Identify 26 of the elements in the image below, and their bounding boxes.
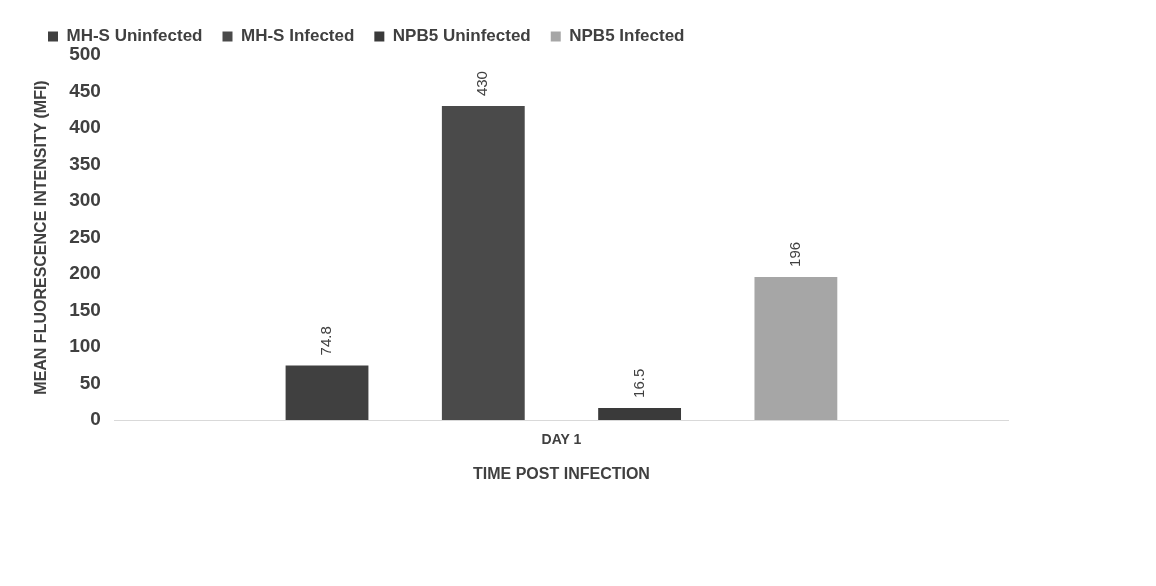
legend-label: NPB5 Infected	[569, 26, 685, 46]
y-tick-label: 350	[69, 152, 101, 174]
y-tick-label: 150	[69, 298, 101, 320]
data-label: 430	[473, 71, 491, 97]
y-tick-label: 400	[69, 116, 101, 138]
y-axis-title: MEAN FLUORESCENCE INTENSITY (MFI)	[32, 80, 50, 395]
bar	[598, 407, 682, 420]
y-tick-label: 50	[79, 371, 101, 393]
bar	[441, 106, 525, 420]
legend-label: MH-S Infected	[241, 26, 355, 46]
x-tick-label: DAY 1	[541, 431, 582, 448]
y-tick-label: 500	[69, 43, 101, 65]
x-axis-title: TIME POST INFECTION	[473, 464, 650, 482]
y-tick-label: 200	[69, 262, 101, 284]
legend-label: NPB5 Uninfected	[392, 26, 531, 46]
data-label: 16.5	[629, 368, 647, 398]
bar	[285, 365, 369, 420]
y-tick-label: 100	[69, 335, 101, 357]
y-tick-label: 450	[69, 79, 101, 101]
data-label: 196	[786, 241, 804, 267]
y-tick-label: 0	[90, 408, 101, 430]
bar	[754, 276, 838, 420]
data-label: 74.8	[317, 326, 335, 356]
legend-label: MH-S Uninfected	[66, 26, 203, 46]
y-tick-label: 250	[69, 225, 101, 247]
y-tick-label: 300	[69, 189, 101, 211]
